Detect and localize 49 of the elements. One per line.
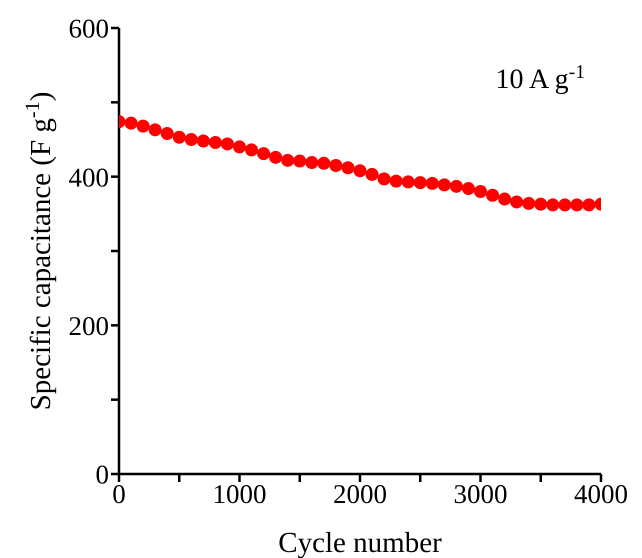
- point: [570, 198, 584, 212]
- point: [474, 185, 487, 198]
- point: [510, 195, 524, 208]
- point: [462, 182, 475, 196]
- point: [390, 174, 403, 188]
- point: [245, 143, 258, 156]
- y-tick-label: 0: [96, 460, 109, 490]
- point: [148, 123, 162, 136]
- x-tick-label: 4000: [574, 479, 628, 510]
- x-tick-label: 1000: [212, 479, 266, 510]
- point: [124, 116, 138, 130]
- point: [269, 150, 282, 164]
- annotation: 10 A g$^{-1}$: [496, 62, 585, 95]
- point: [354, 164, 366, 178]
- point: [438, 178, 451, 192]
- point: [378, 172, 391, 186]
- point: [414, 176, 427, 190]
- point: [329, 159, 342, 172]
- point: [534, 198, 548, 211]
- point: [366, 168, 379, 181]
- point: [160, 127, 174, 140]
- x-axis-title: Cycle number: [278, 527, 442, 558]
- point: [450, 180, 463, 193]
- point: [582, 198, 596, 212]
- point: [233, 140, 246, 154]
- point: [341, 161, 354, 174]
- point: [305, 156, 318, 170]
- point: [426, 176, 439, 190]
- y-tick-label: 600: [68, 14, 109, 44]
- x-tick-label: 2000: [333, 479, 387, 510]
- x-tick-label: 3000: [454, 479, 508, 510]
- point: [498, 192, 512, 206]
- y-tick-label: 200: [68, 310, 109, 341]
- point: [293, 154, 306, 168]
- y-tick-label: 400: [68, 162, 109, 192]
- point: [522, 196, 536, 210]
- point: [257, 147, 270, 160]
- point: [220, 137, 234, 150]
- point: [317, 156, 330, 170]
- point: [486, 188, 500, 202]
- point: [546, 198, 560, 212]
- point: [172, 130, 186, 144]
- point: [136, 120, 150, 133]
- point: [558, 198, 572, 212]
- point: [281, 154, 294, 167]
- point: [402, 175, 415, 188]
- point: [196, 134, 210, 148]
- point: [208, 136, 222, 149]
- point: [184, 133, 198, 146]
